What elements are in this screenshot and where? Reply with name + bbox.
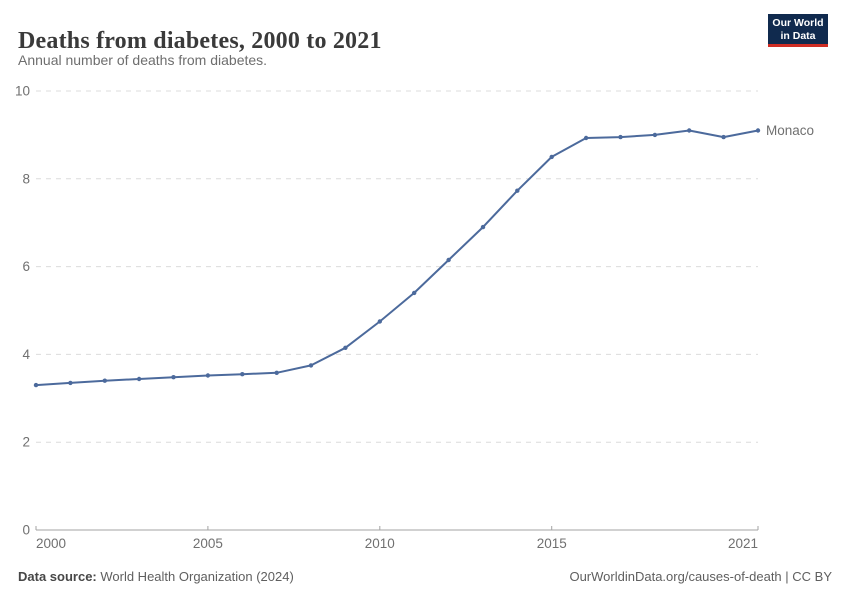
data-point xyxy=(205,373,211,378)
data-point xyxy=(102,378,108,383)
data-point xyxy=(68,380,73,386)
y-axis-tick-label: 0 xyxy=(22,523,30,538)
data-point xyxy=(274,370,279,375)
series-label-monaco: Monaco xyxy=(766,123,814,138)
y-axis-tick-label: 8 xyxy=(22,171,30,186)
data-point xyxy=(721,134,726,140)
data-point xyxy=(33,382,39,388)
y-axis-tick-label: 2 xyxy=(22,435,30,450)
x-axis-tick-label: 2000 xyxy=(36,536,66,551)
y-axis-tick-label: 4 xyxy=(22,347,30,362)
data-point xyxy=(171,375,176,380)
owid-logo[interactable]: Our World in Data xyxy=(768,14,828,47)
data-source-note: Data source: World Health Organization (… xyxy=(18,569,294,584)
chart-title: Deaths from diabetes, 2000 to 2021 xyxy=(18,28,382,55)
y-axis-tick-label: 10 xyxy=(15,84,30,99)
data-point xyxy=(618,134,623,140)
data-point xyxy=(136,376,142,382)
data-point xyxy=(240,372,245,377)
data-point xyxy=(583,135,589,141)
data-point xyxy=(755,128,761,133)
data-point xyxy=(515,188,520,193)
data-point xyxy=(308,363,314,368)
chart-subtitle: Annual number of deaths from diabetes. xyxy=(18,52,268,68)
data-source-label: Data source: xyxy=(18,569,97,584)
data-point xyxy=(446,257,451,263)
x-axis-tick-label: 2005 xyxy=(193,536,223,551)
data-point xyxy=(343,345,348,350)
monaco-line-series xyxy=(35,129,759,387)
credit-link[interactable]: OurWorldinData.org/causes-of-death | CC … xyxy=(569,569,832,584)
owid-logo-line1: Our World xyxy=(772,17,824,29)
owid-logo-line2: in Data xyxy=(780,29,816,42)
x-axis-tick-label: 2021 xyxy=(728,536,758,551)
data-source-value: World Health Organization (2024) xyxy=(96,569,294,584)
data-point xyxy=(549,154,554,160)
x-axis-tick-label: 2010 xyxy=(365,536,395,551)
data-point xyxy=(412,290,417,296)
x-axis-tick-label: 2015 xyxy=(537,536,567,551)
data-point xyxy=(652,132,658,138)
data-point xyxy=(377,319,382,324)
data-point xyxy=(480,224,486,230)
y-axis-tick-label: 6 xyxy=(22,259,30,274)
data-point xyxy=(687,128,692,133)
